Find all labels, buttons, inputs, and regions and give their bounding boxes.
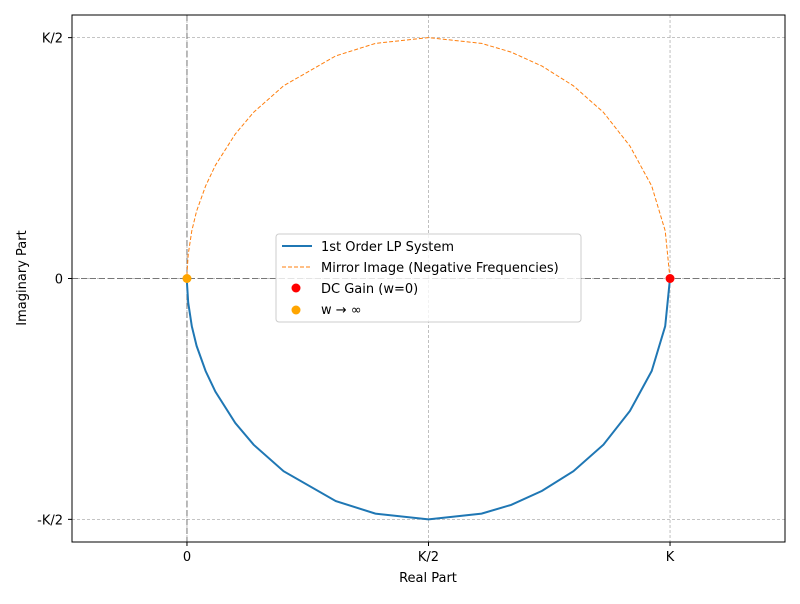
legend-label-dc-gain: DC Gain (w=0) (321, 282, 418, 297)
x-tick-label: 0 (183, 550, 191, 565)
legend: 1st Order LP System Mirror Image (Negati… (275, 233, 582, 323)
x-tick-label: K (666, 550, 675, 565)
legend-marker-dc-gain (291, 283, 301, 293)
x-ticks: 0 K/2 K (183, 542, 675, 565)
x-axis-label: Real Part (399, 571, 457, 586)
legend-marker-infinity (291, 305, 301, 315)
y-tick-label: 0 (55, 273, 63, 288)
y-tick-label: -K/2 (37, 513, 63, 528)
legend-label-mirror: Mirror Image (Negative Frequencies) (321, 261, 559, 276)
mirror-image-curve (186, 37, 671, 279)
y-tick-label: K/2 (42, 32, 63, 47)
dc-gain-point (665, 274, 675, 283)
y-axis-label: Imaginary Part (15, 230, 30, 325)
y-ticks: -K/2 0 K/2 (37, 32, 72, 528)
lp-system-curve (186, 278, 671, 521)
x-tick-label: K/2 (418, 550, 439, 565)
legend-label-infinity: w → ∞ (321, 303, 362, 318)
legend-label-lp-system: 1st Order LP System (321, 240, 454, 255)
infinity-point (182, 274, 192, 283)
series-layer (182, 37, 675, 521)
